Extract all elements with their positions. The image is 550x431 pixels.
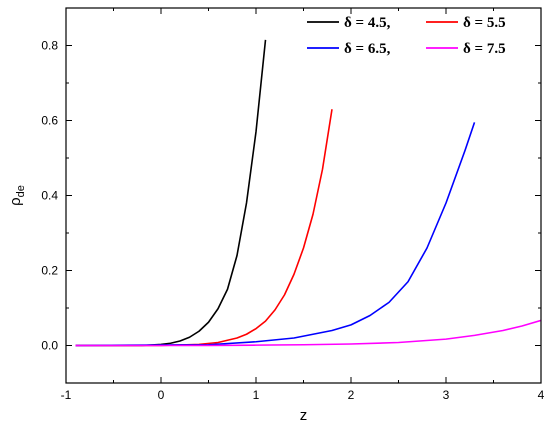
- y-tick-label: 0.8: [41, 39, 58, 53]
- svg-text:ρde: ρde: [7, 185, 27, 206]
- y-axis-title-sub: de: [15, 185, 27, 197]
- series-line-4: [75, 319, 541, 347]
- x-tick-label: 1: [253, 388, 260, 402]
- y-tick-label: 0.2: [41, 264, 58, 278]
- x-tick-label: 2: [348, 388, 355, 402]
- series-line-3: [75, 122, 476, 347]
- x-tick-label: 3: [443, 388, 450, 402]
- legend-label-4: δ = 7.5: [463, 41, 506, 57]
- plot-background: [66, 8, 541, 383]
- legend-label-2: δ = 5.5: [463, 15, 506, 31]
- x-tick-label: 4: [538, 388, 545, 402]
- x-axis-title: z: [300, 407, 308, 424]
- x-tick-label: -1: [61, 388, 72, 402]
- legend-label-3: δ = 6.5,: [344, 41, 391, 57]
- y-tick-label: 0.4: [41, 189, 58, 203]
- y-axis-title-main: ρ: [7, 197, 24, 206]
- series-line-2: [75, 109, 333, 347]
- y-axis-title: ρde: [7, 185, 27, 206]
- axes-layer: -1 0 1 2 3 4 0.0 0.2 0.4 0.6 0.8: [41, 7, 545, 402]
- plot-area: [66, 8, 541, 383]
- legend: δ = 4.5, δ = 5.5 δ = 6.5, δ = 7.5: [307, 15, 506, 57]
- series-layer: [75, 39, 541, 347]
- x-tick-label: 0: [158, 388, 165, 402]
- y-tick-label: 0.0: [41, 339, 58, 353]
- y-tick-label: 0.6: [41, 114, 58, 128]
- legend-label-1: δ = 4.5,: [344, 15, 391, 31]
